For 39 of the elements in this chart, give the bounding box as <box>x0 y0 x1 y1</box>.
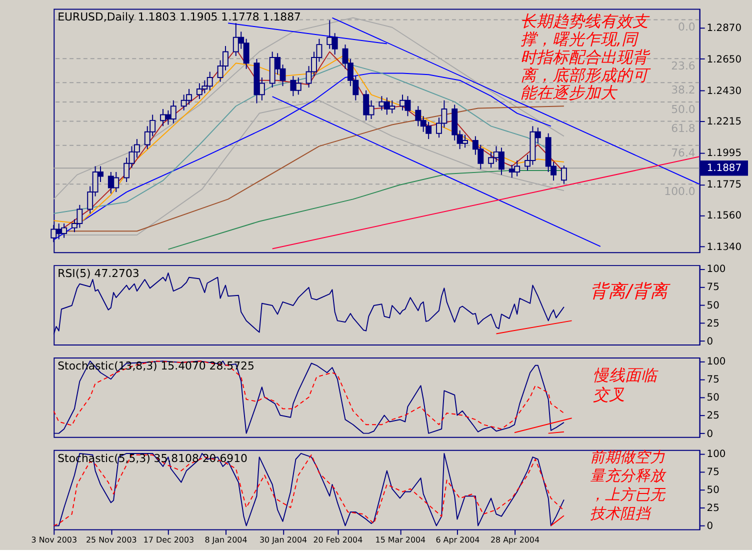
y-tick-label: 50 <box>706 485 720 496</box>
y-tick-label: 25 <box>706 410 720 422</box>
annotation: 前期做空力量充分释放，上方已无技术阻挡 <box>590 448 668 522</box>
y-tick-label: 100 <box>706 264 726 276</box>
x-tick-label: 3 Nov 2003 <box>31 536 78 545</box>
y-tick-label: 0 <box>706 428 714 440</box>
y-tick-label: 50 <box>706 392 720 404</box>
chart-title: RSI(5) 47.2703 <box>58 266 140 280</box>
y-tick-label: 1.1560 <box>706 210 742 222</box>
annotation: 慢线面临交叉 <box>593 365 660 404</box>
y-tick-label: 1.2215 <box>706 116 742 128</box>
y-tick-label: 100 <box>706 448 726 460</box>
x-tick-label: 30 Jan 2004 <box>259 536 308 545</box>
x-tick-label: 6 Apr 2004 <box>436 536 480 545</box>
y-tick-label: 75 <box>706 466 720 478</box>
y-tick-label: 0 <box>706 521 714 532</box>
x-tick-label: 8 Jan 2004 <box>204 536 248 545</box>
x-tick-label: 20 Feb 2004 <box>313 536 363 545</box>
x-tick-label: 15 Mar 2004 <box>375 536 426 545</box>
x-tick-label: 25 Nov 2003 <box>86 536 137 545</box>
x-tick-label: 28 Apr 2004 <box>490 536 540 545</box>
y-tick-label: 1.2650 <box>706 54 742 66</box>
y-tick-label: 1.2870 <box>706 22 742 34</box>
y-tick-label: 25 <box>706 503 720 514</box>
ref-line-label: 1.1887 <box>706 163 742 174</box>
y-tick-label: 1.1340 <box>706 242 742 253</box>
y-tick-label: 0 <box>706 336 714 348</box>
y-tick-label: 75 <box>706 282 720 294</box>
annotation: 背离/背离 <box>590 280 672 302</box>
y-tick-label: 25 <box>706 318 720 330</box>
y-tick-label: 50 <box>706 300 720 312</box>
annotation: 长期趋势线有效支撑，曙光乍现,同时指标配合出现背离，底部形成的可能在逐步加大 <box>520 12 652 102</box>
y-tick-label: 75 <box>706 374 720 386</box>
y-tick-label: 1.1995 <box>706 148 742 160</box>
y-tick-label: 1.1775 <box>706 180 742 191</box>
y-tick-label: 100 <box>706 356 726 368</box>
x-tick-label: 17 Dec 2003 <box>143 536 194 545</box>
chart-title: EURUSD,Daily 1.1803 1.1905 1.1778 1.1887 <box>58 10 301 24</box>
y-tick-label: 1.2430 <box>706 86 742 97</box>
